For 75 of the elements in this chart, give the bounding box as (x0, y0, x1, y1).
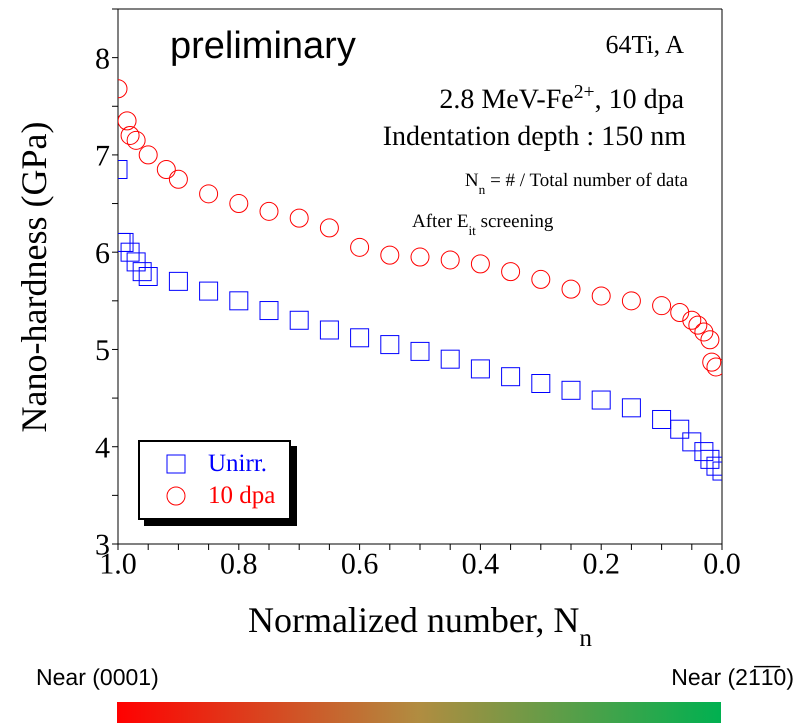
text: Near (21̅1̅0) (671, 664, 794, 690)
annotation: preliminary (170, 25, 356, 67)
point (260, 301, 278, 320)
annotation: Indentation depth : 150 nm (382, 121, 686, 152)
point (622, 398, 641, 418)
x-tick-label: 0.0 (703, 547, 741, 580)
point (229, 291, 248, 310)
point (118, 111, 137, 130)
point (260, 202, 278, 221)
x-tick-label: 0.2 (582, 547, 620, 580)
annotation: 2.8 MeV-Fe$^{2+}$, 10 dpa (439, 82, 685, 115)
point (168, 272, 188, 291)
point (702, 352, 722, 372)
y-tick-label: 4 (95, 431, 110, 464)
point (380, 335, 400, 354)
point (126, 252, 146, 272)
y-axis-title: Nano-hardness (GPa) (14, 122, 54, 432)
point (156, 160, 176, 179)
y-tick-label: 7 (95, 140, 110, 173)
point (622, 291, 641, 310)
point (199, 282, 218, 301)
point (592, 286, 611, 306)
text: Near (0001) (36, 664, 159, 690)
point (531, 270, 550, 289)
legend-label: Unirr. (208, 449, 268, 479)
point (700, 330, 720, 350)
point (470, 359, 490, 378)
y-tick-label: 8 (95, 42, 110, 76)
point (670, 302, 690, 322)
point (410, 248, 430, 267)
x-tick-label: 0.6 (340, 547, 378, 580)
y-tick-label: 6 (95, 236, 110, 270)
point (652, 296, 672, 316)
point (229, 194, 248, 214)
point (694, 442, 714, 462)
point (320, 320, 339, 340)
point (531, 374, 550, 393)
point (350, 238, 370, 257)
point (410, 342, 430, 361)
point (562, 380, 580, 400)
point (350, 328, 370, 348)
point (688, 316, 708, 335)
point (120, 126, 140, 145)
y-tick-label: 5 (95, 334, 110, 368)
point (670, 420, 690, 439)
annotation: N$_{n}$ = # / Total number of data (464, 170, 689, 196)
point (138, 145, 158, 164)
annotation: 64Ti, A (605, 30, 684, 59)
point (501, 262, 520, 282)
legend-label: 10 dpa (208, 481, 276, 511)
point (652, 410, 672, 429)
point (501, 367, 520, 386)
point (682, 432, 702, 452)
x-axis-title: Normalized number, N$_{n}$ (248, 600, 592, 652)
point (290, 310, 309, 330)
point (168, 170, 188, 189)
point (694, 322, 714, 342)
x-tick-label: 0.8 (220, 547, 258, 580)
point (199, 184, 218, 204)
point (290, 208, 309, 228)
point (138, 267, 158, 286)
point (132, 262, 152, 282)
point (320, 218, 339, 238)
x-tick-label: 0.4 (462, 547, 500, 580)
annotation: After E$_{it}$ screening (412, 211, 554, 238)
point (592, 390, 611, 410)
point (562, 280, 580, 299)
point (470, 254, 490, 274)
point (120, 242, 140, 262)
point (682, 310, 702, 330)
point (700, 450, 720, 469)
point (440, 250, 460, 270)
point (380, 246, 400, 265)
point (440, 350, 460, 369)
point (126, 130, 146, 150)
